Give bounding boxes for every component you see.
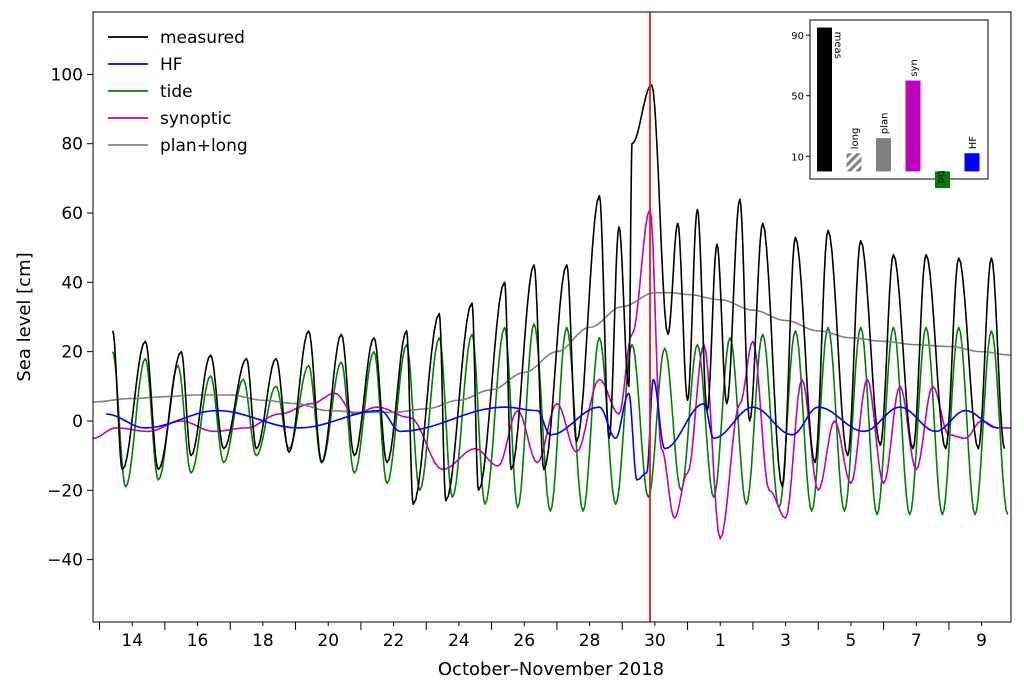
y-tick-label: 0 (72, 412, 83, 432)
legend-label: HF (160, 55, 183, 75)
inset-bar-chart: 10 50 90 meas long plan syn tid HF (791, 19, 989, 189)
series-line-planlong (93, 291, 1011, 414)
inset-bar-tid (935, 171, 950, 189)
inset-bar-label: syn (909, 59, 920, 76)
x-tick-label: 26 (513, 631, 535, 651)
legend-label: measured (160, 28, 245, 48)
x-tick-label: 3 (780, 631, 791, 651)
y-tick-label: −40 (47, 551, 83, 571)
x-tick-label: 18 (252, 631, 274, 651)
inset-y-tick-label: 90 (791, 31, 804, 42)
x-tick-label: 5 (846, 631, 857, 651)
series-layer (93, 12, 1011, 622)
x-tick-label: 1 (715, 631, 726, 651)
inset-bar-syn (905, 80, 921, 172)
series-line-synoptic (93, 208, 1011, 540)
inset-bar-label: plan (880, 113, 891, 135)
inset-bar-label: tid (935, 170, 946, 183)
inset-bar-label: long (850, 128, 861, 150)
inset-y-tick-label: 10 (791, 152, 804, 163)
x-tick-label: 28 (579, 631, 601, 651)
y-tick-label: 100 (51, 65, 83, 85)
y-tick-label: 40 (61, 273, 83, 293)
x-tick-label: 9 (976, 631, 987, 651)
y-tick-label: −20 (47, 481, 83, 501)
legend-label: synoptic (160, 109, 232, 129)
inset-bar-hf (964, 153, 980, 172)
y-axis-label: Sea level [cm] (14, 252, 35, 381)
series-line-tide (111, 323, 1009, 516)
y-axis: −40 −20 0 20 40 60 80 100 (47, 65, 93, 571)
inset-bar-long (846, 153, 862, 172)
legend-label: plan+long (160, 136, 248, 156)
legend: measured HF tide synoptic plan+long (108, 28, 248, 156)
x-axis: 14 16 18 20 22 24 26 28 30 1 3 5 7 9 (99, 622, 987, 651)
x-tick-label: 7 (911, 631, 922, 651)
y-tick-label: 60 (61, 204, 83, 224)
x-tick-label: 20 (317, 631, 339, 651)
plot-frame (92, 11, 1012, 623)
inset-frame (809, 19, 989, 180)
inset-bar-meas (817, 27, 832, 172)
y-tick-label: 20 (61, 343, 83, 363)
x-tick-label: 16 (187, 631, 209, 651)
y-tick-label: 80 (61, 135, 83, 155)
inset-bar-label: meas (832, 32, 843, 59)
x-tick-label: 30 (644, 631, 666, 651)
series-line-measured (111, 84, 1006, 505)
inset-y-tick-label: 50 (791, 92, 804, 103)
x-tick-label: 22 (383, 631, 405, 651)
inset-bar-plan (876, 138, 891, 172)
legend-label: tide (160, 82, 193, 102)
x-tick-label: 24 (448, 631, 470, 651)
series-line-hf (106, 378, 998, 481)
x-axis-label: October–November 2018 (438, 659, 664, 680)
inset-bar-label: HF (968, 136, 979, 150)
x-tick-label: 14 (121, 631, 143, 651)
